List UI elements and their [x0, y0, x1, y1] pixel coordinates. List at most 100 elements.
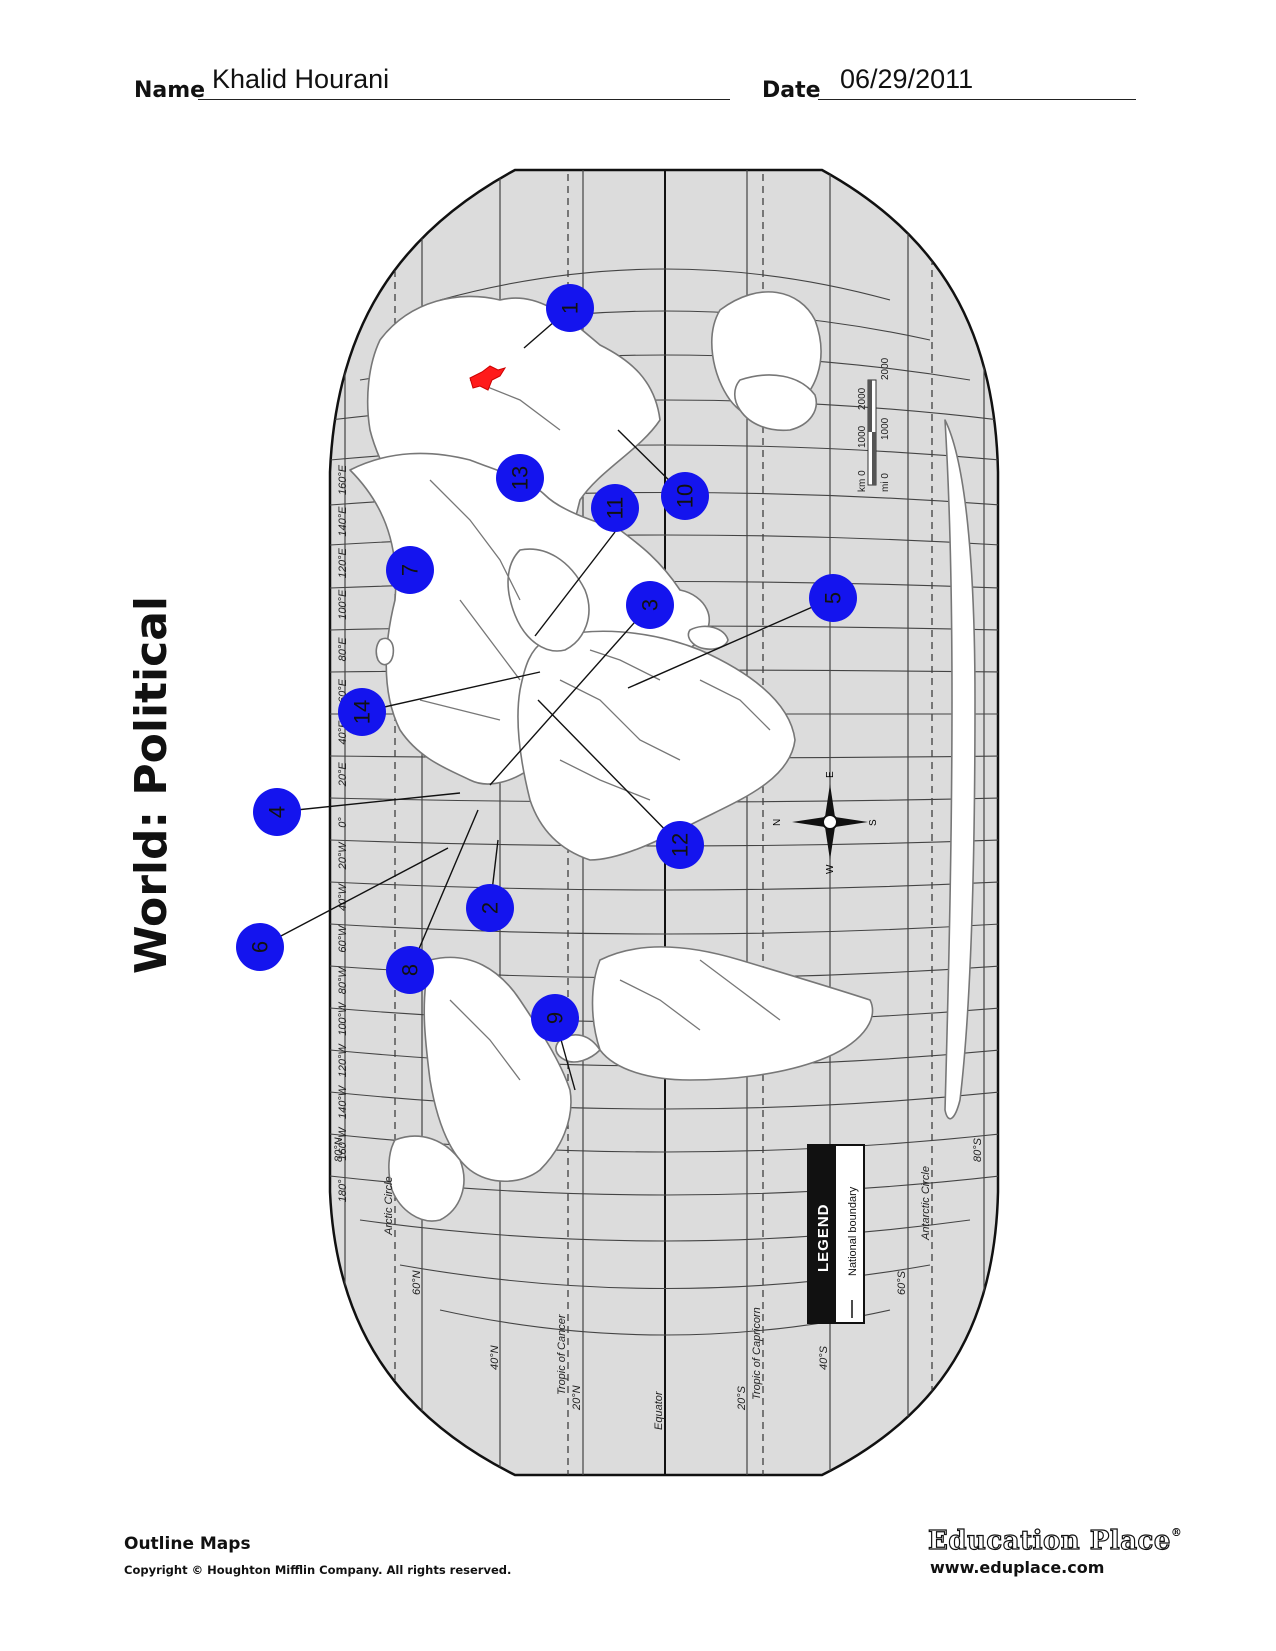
marker-circle[interactable]	[809, 574, 857, 622]
marker-6[interactable]: 6	[236, 923, 284, 971]
date-label: Date	[762, 78, 821, 103]
marker-circle[interactable]	[661, 472, 709, 520]
marker-circle[interactable]	[591, 484, 639, 532]
name-label: Name	[134, 78, 206, 103]
compass-s: S	[868, 819, 879, 826]
longitude-label: 20°E	[337, 762, 349, 788]
national-boundaries	[419, 379, 781, 1081]
marker-label: 8	[398, 964, 423, 976]
marker-5[interactable]: 5	[809, 574, 857, 622]
equator-label: Equator	[653, 1390, 665, 1430]
islands-1	[375, 637, 395, 666]
marker-circle[interactable]	[626, 581, 674, 629]
compass-w: W	[825, 864, 836, 874]
marker-circle[interactable]	[386, 946, 434, 994]
marker-circle[interactable]	[338, 688, 386, 736]
antarctic-circle-label: Antarctic Circle	[920, 1166, 932, 1241]
scale-km-tick-1: 1000	[857, 425, 868, 448]
marker-circle[interactable]	[496, 454, 544, 502]
marker-label: 14	[350, 700, 375, 724]
marker-circle[interactable]	[466, 884, 514, 932]
south-asia	[507, 548, 590, 652]
longitude-label: 100°E	[337, 589, 349, 620]
north-america-west	[423, 956, 572, 1182]
name-underline	[198, 99, 730, 100]
marker-label: 2	[478, 902, 503, 914]
scale-mi-tick-2: 2000	[880, 357, 891, 380]
longitude-labels: 160°E140°E120°E100°E80°E60°E40°E20°E0°20…	[337, 464, 349, 1202]
scale-mi-label: mi 0	[880, 473, 891, 492]
compass-rose: E W N S	[772, 771, 879, 874]
lat-label-n60: 60°N	[411, 1270, 423, 1295]
name-value: Khalid Hourani	[212, 64, 390, 94]
longitude-label: 180°	[337, 1179, 349, 1202]
date-underline	[818, 99, 1136, 100]
marker-circle[interactable]	[253, 788, 301, 836]
longitude-label: 60°W	[337, 924, 349, 953]
footer-title: Outline Maps	[124, 1534, 251, 1554]
brand-name: Education Place	[927, 1525, 1171, 1556]
lat-label-n80: 80°N	[333, 1137, 345, 1162]
scale-mi-tick-1: 1000	[880, 417, 891, 440]
marker-label: 12	[668, 833, 693, 857]
longitude-label: 140°E	[337, 506, 349, 537]
scale-km-tick-2: 2000	[857, 387, 868, 410]
marker-circle[interactable]	[386, 546, 434, 594]
marker-label: 1	[558, 302, 583, 314]
lat-label-s80: 80°S	[972, 1137, 984, 1162]
brand-mark: ®	[1170, 1526, 1183, 1539]
longitude-label: 40°W	[337, 882, 349, 911]
marker-label: 3	[638, 599, 663, 611]
marker-circle[interactable]	[531, 994, 579, 1042]
marker-13[interactable]: 13	[496, 454, 544, 502]
marker-9[interactable]: 9	[531, 994, 579, 1042]
marker-label: 7	[398, 564, 423, 576]
scale-km-label: km 0	[857, 470, 868, 492]
marker-label: 11	[603, 497, 628, 520]
highlighted-country	[469, 365, 507, 391]
arctic-circle-label: Arctic Circle	[383, 1176, 395, 1236]
lat-label-n40: 40°N	[489, 1345, 501, 1370]
marker-circle[interactable]	[236, 923, 284, 971]
marker-label: 5	[821, 592, 846, 604]
marker-circle[interactable]	[546, 284, 594, 332]
longitude-label: 0°	[337, 817, 349, 828]
longitude-label: 100°W	[337, 1001, 349, 1036]
longitude-label: 80°E	[337, 637, 349, 662]
lat-label-s20: 20°S	[736, 1385, 748, 1411]
legend-title: LEGEND	[815, 1203, 832, 1272]
marker-12[interactable]: 12	[656, 821, 704, 869]
alaska	[388, 1135, 465, 1222]
marker-11[interactable]: 11	[591, 484, 639, 532]
lat-label-s60: 60°S	[896, 1270, 908, 1295]
islands-2	[687, 625, 729, 650]
marker-14[interactable]: 14	[338, 688, 386, 736]
marker-3[interactable]: 3	[626, 581, 674, 629]
marker-label: 6	[248, 941, 273, 953]
date-value: 06/29/2011	[840, 64, 974, 94]
leader-lines	[259, 307, 834, 1091]
longitude-label: 20°W	[337, 841, 349, 871]
longitude-label: 160°E	[337, 464, 349, 495]
legend-item: National boundary	[847, 1186, 859, 1276]
marker-1[interactable]: 1	[546, 284, 594, 332]
longitude-label: 160°W	[337, 1126, 349, 1161]
longitude-label: 140°W	[337, 1084, 349, 1119]
central-america	[555, 1034, 601, 1063]
compass-n: N	[772, 819, 783, 826]
marker-circle[interactable]	[656, 821, 704, 869]
scale-bar: km 0 1000 2000 mi 0 1000 2000	[857, 357, 891, 492]
brand-url[interactable]: www.eduplace.com	[930, 1558, 1105, 1577]
marker-7[interactable]: 7	[386, 546, 434, 594]
lat-label-s40: 40°S	[818, 1345, 830, 1370]
marker-4[interactable]: 4	[253, 788, 301, 836]
marker-8[interactable]: 8	[386, 946, 434, 994]
marker-label: 4	[265, 806, 290, 818]
marker-2[interactable]: 2	[466, 884, 514, 932]
marker-label: 9	[543, 1012, 568, 1024]
brand-logo: Education Place®	[927, 1525, 1183, 1556]
latitude-labels: 80°N 60°N 40°N 20°N 20°S 40°S 60°S 80°S	[333, 1137, 984, 1411]
marker-10[interactable]: 10	[661, 472, 709, 520]
